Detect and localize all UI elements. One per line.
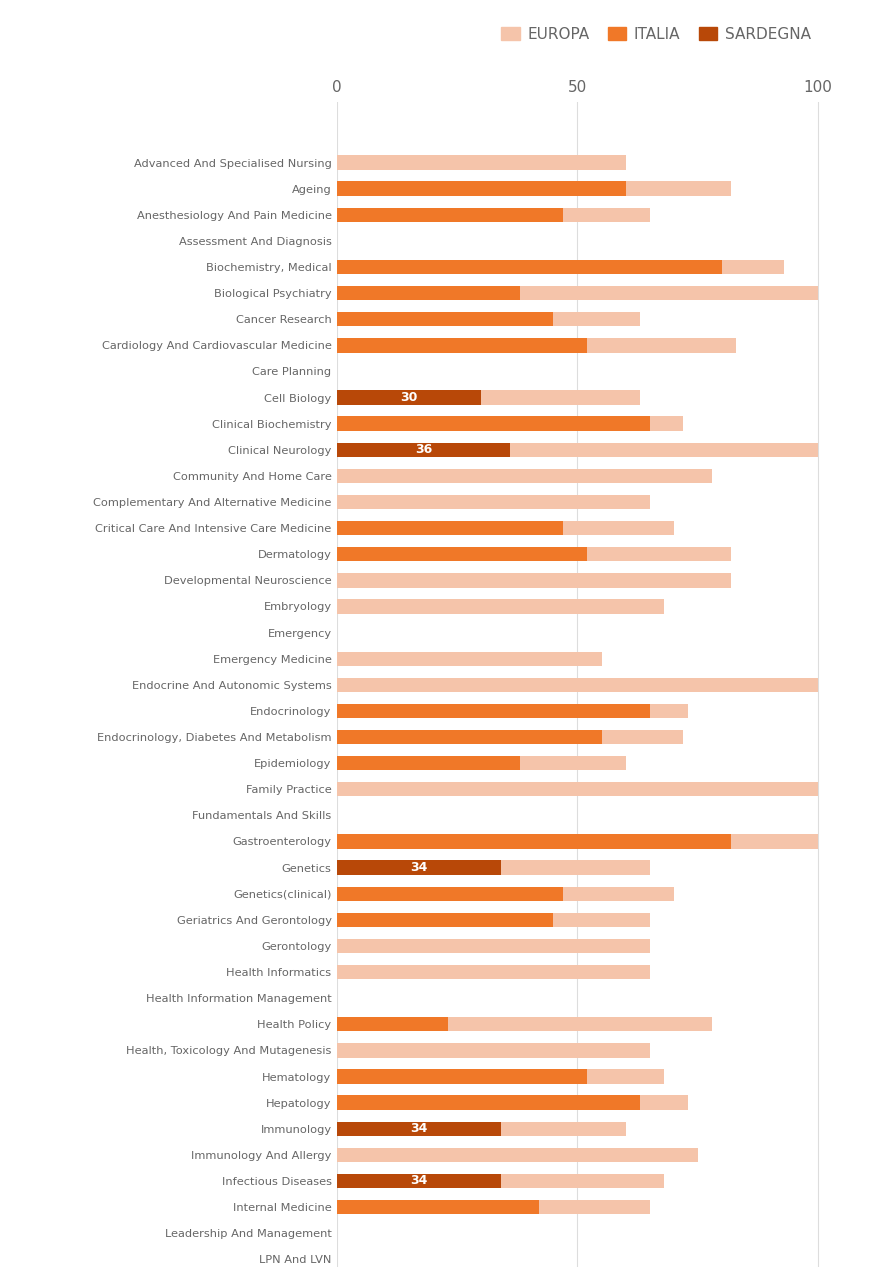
Text: 30: 30 xyxy=(400,392,417,404)
Bar xyxy=(337,443,509,457)
Bar xyxy=(337,1121,500,1135)
Text: 34: 34 xyxy=(409,861,427,874)
Bar xyxy=(337,207,563,221)
Bar xyxy=(337,260,783,274)
Bar xyxy=(337,285,817,301)
Bar xyxy=(337,1199,539,1215)
Bar xyxy=(337,1096,688,1110)
Bar xyxy=(337,338,735,352)
Bar xyxy=(337,182,625,196)
Bar xyxy=(337,207,649,221)
Bar xyxy=(337,913,553,927)
Bar xyxy=(337,1018,447,1032)
Bar xyxy=(337,756,625,771)
Text: 34: 34 xyxy=(409,1123,427,1135)
Bar xyxy=(337,1069,587,1084)
Bar xyxy=(337,860,500,874)
Bar xyxy=(337,730,682,744)
Bar xyxy=(337,390,639,404)
Bar xyxy=(337,887,563,901)
Bar xyxy=(337,390,481,404)
Bar xyxy=(337,887,672,901)
Bar xyxy=(337,599,664,613)
Bar xyxy=(337,1018,711,1032)
Bar xyxy=(337,1043,649,1057)
Bar xyxy=(337,521,672,535)
Bar xyxy=(337,285,519,301)
Bar xyxy=(337,155,625,170)
Bar xyxy=(337,443,817,457)
Text: 36: 36 xyxy=(415,443,431,456)
Bar xyxy=(337,1121,500,1135)
Bar xyxy=(337,182,730,196)
Bar xyxy=(337,938,649,954)
Bar xyxy=(337,1199,649,1215)
Bar xyxy=(337,782,817,796)
Bar xyxy=(337,390,481,404)
Bar xyxy=(337,1096,639,1110)
Bar xyxy=(337,704,649,718)
Bar xyxy=(337,547,587,562)
Bar xyxy=(337,416,682,431)
Bar xyxy=(337,443,509,457)
Bar xyxy=(337,1174,664,1188)
Bar xyxy=(337,495,649,509)
Bar xyxy=(337,860,649,874)
Bar xyxy=(337,1174,500,1188)
Bar xyxy=(337,704,688,718)
Bar xyxy=(337,1174,500,1188)
Bar xyxy=(337,260,721,274)
Bar xyxy=(337,652,601,666)
Bar xyxy=(337,1148,697,1162)
Bar xyxy=(337,338,587,352)
Bar xyxy=(337,756,519,771)
Bar xyxy=(337,677,817,692)
Legend: EUROPA, ITALIA, SARDEGNA: EUROPA, ITALIA, SARDEGNA xyxy=(494,20,816,49)
Bar xyxy=(337,835,730,849)
Bar xyxy=(337,312,639,326)
Text: 34: 34 xyxy=(409,1175,427,1188)
Bar xyxy=(337,965,649,979)
Bar xyxy=(337,1069,664,1084)
Bar xyxy=(337,547,730,562)
Bar xyxy=(337,468,711,483)
Bar xyxy=(337,1121,625,1135)
Bar xyxy=(337,573,730,588)
Bar xyxy=(337,913,649,927)
Bar xyxy=(337,521,563,535)
Bar xyxy=(337,416,649,431)
Bar xyxy=(337,312,553,326)
Bar xyxy=(337,860,500,874)
Bar xyxy=(337,730,601,744)
Bar xyxy=(337,835,817,849)
